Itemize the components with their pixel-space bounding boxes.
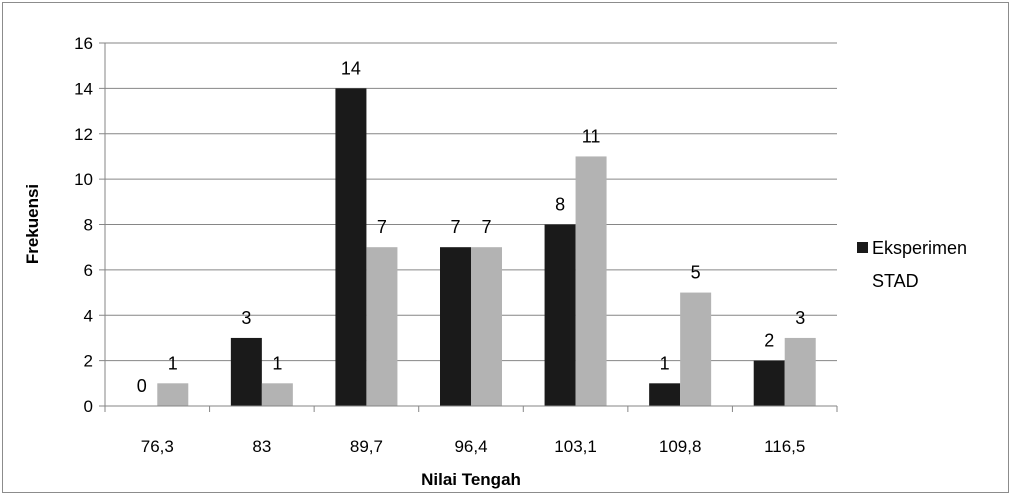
y-tick-label: 4 [84,306,93,325]
x-tick-label: 89,7 [350,437,383,456]
x-tick-label: 76,3 [141,437,174,456]
data-label-stad: 1 [272,353,282,373]
axes [99,42,838,412]
x-tick-label: 116,5 [764,437,805,456]
legend-label-eksperimen: Eksperimen [872,238,967,258]
data-label-stad: 3 [795,308,805,328]
bar-eksperimen [440,247,471,406]
legend-label-stad: STAD [872,271,919,291]
x-tick-label: 103,1 [554,437,597,456]
data-label-eksperimen: 3 [241,308,251,328]
data-label-eksperimen: 14 [341,58,361,78]
bar-stad [575,156,607,406]
bar-eksperimen [335,88,367,406]
gridlines [105,42,837,362]
bar-stad [784,337,816,406]
bar-stad [157,383,189,406]
x-axis-title: Nilai Tengah [421,470,521,489]
data-label-eksperimen: 0 [137,376,147,396]
x-tick-labels: 76,3 83 89,7 96,4 103,1 109,8 116,5 [141,437,806,456]
bar-eksperimen [544,224,576,406]
data-label-eksperimen: 8 [555,195,565,215]
data-label-stad: 7 [377,217,387,237]
legend-swatch-eksperimen [857,242,868,253]
y-tick-label: 12 [74,125,93,144]
data-label-eksperimen: 2 [764,331,774,351]
legend: Eksperimen STAD [857,238,967,291]
y-tick-label: 8 [84,216,93,235]
bar-eksperimen [649,383,681,406]
y-tick-label: 6 [84,261,93,280]
y-tick-label: 14 [74,79,93,98]
y-tick-label: 16 [74,34,93,53]
y-tick-label: 2 [84,352,93,371]
data-label-stad: 7 [481,217,491,237]
data-label-eksperimen: 7 [450,217,460,237]
data-label-stad: 11 [582,126,601,146]
bars [157,88,816,406]
bar-stad [366,247,398,406]
x-tick-label: 109,8 [659,437,702,456]
data-label-eksperimen: 1 [660,353,670,373]
y-tick-labels: 0 2 4 6 8 10 12 14 16 [74,34,93,416]
data-label-stad: 1 [168,353,178,373]
y-tick-label: 0 [84,397,93,416]
x-tick-label: 83 [252,437,271,456]
bar-stad [261,383,293,406]
bar-eksperimen [230,337,262,406]
x-tick-label: 96,4 [454,437,487,456]
data-label-stad: 5 [691,263,701,283]
bar-stad [471,247,502,406]
bar-eksperimen [753,360,785,406]
y-axis-title: Frekuensi [23,184,42,264]
y-tick-label: 10 [74,170,93,189]
bar-stad [680,292,712,406]
